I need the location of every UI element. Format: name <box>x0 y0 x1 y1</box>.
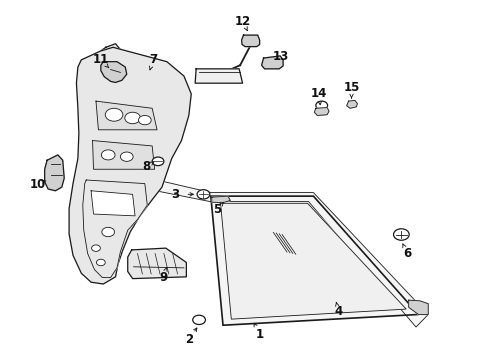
Polygon shape <box>69 47 191 284</box>
Circle shape <box>101 150 115 160</box>
Polygon shape <box>346 100 357 108</box>
Polygon shape <box>212 196 230 203</box>
Text: 4: 4 <box>335 306 343 319</box>
Polygon shape <box>262 56 283 69</box>
Polygon shape <box>138 180 428 327</box>
Polygon shape <box>93 140 155 169</box>
Polygon shape <box>220 203 406 319</box>
Text: 7: 7 <box>149 53 157 66</box>
Polygon shape <box>101 44 172 116</box>
Text: 14: 14 <box>311 87 327 100</box>
Circle shape <box>92 245 100 251</box>
Circle shape <box>121 152 133 161</box>
Circle shape <box>197 190 210 199</box>
Circle shape <box>97 259 105 266</box>
Text: 12: 12 <box>234 15 251 28</box>
Text: 3: 3 <box>172 188 180 201</box>
Circle shape <box>393 229 409 240</box>
Circle shape <box>139 116 151 125</box>
Polygon shape <box>211 196 418 325</box>
Polygon shape <box>195 69 243 83</box>
Circle shape <box>125 112 141 124</box>
Text: 1: 1 <box>256 328 264 341</box>
Text: 2: 2 <box>185 333 193 346</box>
Polygon shape <box>91 191 135 216</box>
Polygon shape <box>45 155 64 191</box>
Polygon shape <box>242 35 260 46</box>
Text: 8: 8 <box>142 160 150 173</box>
Text: 5: 5 <box>213 203 221 216</box>
Text: 6: 6 <box>403 247 411 260</box>
Polygon shape <box>83 180 147 278</box>
Polygon shape <box>101 62 127 82</box>
Polygon shape <box>96 101 157 130</box>
Circle shape <box>316 101 328 110</box>
Text: 13: 13 <box>273 50 289 63</box>
Circle shape <box>105 108 123 121</box>
Circle shape <box>102 227 115 237</box>
Polygon shape <box>409 300 428 315</box>
Polygon shape <box>315 108 329 116</box>
Polygon shape <box>128 248 186 279</box>
Text: 15: 15 <box>343 81 360 94</box>
Circle shape <box>152 157 164 166</box>
Text: 10: 10 <box>29 178 46 191</box>
Text: 9: 9 <box>159 271 168 284</box>
Circle shape <box>193 315 205 324</box>
Text: 11: 11 <box>93 53 109 66</box>
